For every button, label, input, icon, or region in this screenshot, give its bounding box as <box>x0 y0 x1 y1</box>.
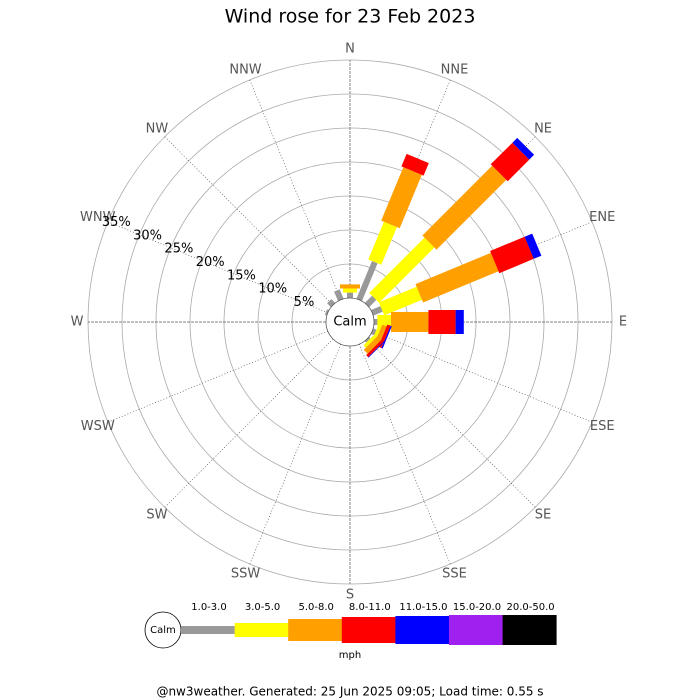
bar-segment <box>374 319 378 325</box>
spoke <box>249 79 342 300</box>
bar-segment <box>343 288 357 293</box>
spoke <box>366 338 536 508</box>
legend-label: 15.0-20.0 <box>453 602 501 613</box>
ring-label: 30% <box>133 228 162 243</box>
bar-segment <box>327 299 336 308</box>
legend-swatch <box>181 626 235 634</box>
direction-label: NNW <box>229 62 261 77</box>
bar-segment <box>512 137 535 160</box>
spoke <box>164 338 334 508</box>
bar-segment <box>372 326 382 341</box>
direction-label: NE <box>534 121 552 136</box>
direction-label: NW <box>146 121 169 136</box>
bar-segment <box>368 221 397 265</box>
direction-label: W <box>71 315 84 330</box>
bar-segment <box>455 310 464 334</box>
bar-segment <box>364 336 371 343</box>
legend-label: 8.0-11.0 <box>349 602 391 613</box>
direction-label: SSE <box>442 567 467 582</box>
ring-label: 20% <box>196 255 225 270</box>
direction-label: SW <box>146 508 167 523</box>
legend-unit: mph <box>339 650 361 661</box>
spoke <box>249 344 342 565</box>
direction-label: N <box>345 42 355 57</box>
legend-swatch <box>395 616 450 644</box>
bar-segment <box>363 335 382 354</box>
legend-label: 20.0-50.0 <box>507 602 555 613</box>
bar-segment <box>381 167 422 229</box>
bar-segment <box>415 252 499 303</box>
bar-segment <box>340 284 360 289</box>
direction-label: SE <box>535 508 551 523</box>
bar-segment <box>524 233 542 259</box>
bar-segment <box>363 335 376 348</box>
legend-swatch <box>341 617 396 643</box>
bar-segment <box>490 236 534 274</box>
bar-segment <box>369 237 435 303</box>
direction-label: ENE <box>589 210 615 225</box>
bar-segment <box>401 153 429 176</box>
spoke <box>107 221 328 314</box>
bar-segment <box>356 261 378 301</box>
bar-segment <box>378 286 422 316</box>
bar-segment <box>422 165 507 250</box>
legend-label: 1.0-3.0 <box>191 602 226 613</box>
calm-circle <box>325 297 375 347</box>
legend-swatch <box>502 615 557 645</box>
spoke <box>107 330 328 423</box>
bar-segment <box>490 142 530 182</box>
direction-label: WNW <box>80 210 116 225</box>
direction-label: NNE <box>441 62 469 77</box>
footer: @nw3weather. Generated: 25 Jun 2025 09:0… <box>156 685 543 699</box>
bar-segment <box>364 295 377 308</box>
spoke <box>372 330 593 423</box>
bar-segment <box>371 306 383 316</box>
legend-label: 5.0-8.0 <box>298 602 333 613</box>
direction-label: ESE <box>590 419 615 434</box>
bar-segment <box>381 325 392 349</box>
chart-title: Wind rose for 23 Feb 2023 <box>225 6 476 28</box>
legend-calm-label: Calm <box>150 625 176 636</box>
legend-swatch <box>288 619 343 641</box>
bar-segment <box>347 292 353 298</box>
legend-label: 11.0-15.0 <box>399 602 447 613</box>
spoke <box>164 136 334 306</box>
ring-label: 35% <box>102 215 131 230</box>
ring-label: 10% <box>258 282 287 297</box>
ring-label: 25% <box>164 242 193 257</box>
direction-label: E <box>619 315 627 330</box>
ring-label: 5% <box>294 295 315 310</box>
ring-label: 15% <box>227 268 256 283</box>
bar-segment <box>428 310 456 334</box>
direction-label: S <box>346 588 354 603</box>
bar-segment <box>368 340 386 358</box>
bar-segment <box>391 312 429 332</box>
bar-segment <box>366 338 386 358</box>
direction-label: SSW <box>231 567 261 582</box>
legend-swatch <box>234 623 289 637</box>
legend-label: 3.0-5.0 <box>245 602 280 613</box>
bar-segment <box>334 289 344 301</box>
spoke <box>358 344 451 565</box>
calm-label: Calm <box>333 315 366 330</box>
bar-segment <box>324 309 329 316</box>
direction-label: WSW <box>81 419 115 434</box>
legend-swatch <box>449 615 503 645</box>
bar-segment <box>371 328 377 336</box>
